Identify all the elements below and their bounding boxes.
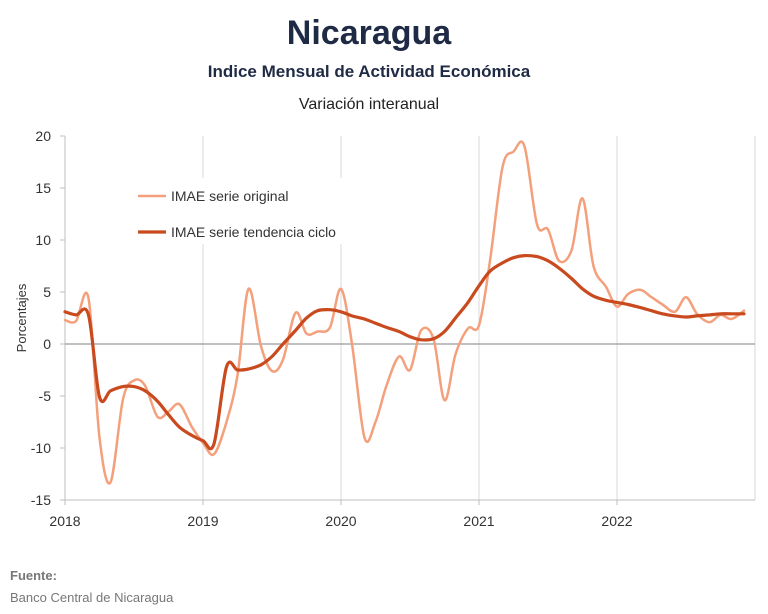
series-line-tendencia-ciclo (63, 253, 746, 451)
chart-subtitle: Indice Mensual de Actividad Económica (207, 62, 531, 81)
chart-title: Nicaragua (286, 14, 452, 52)
x-tick-label: 2022 (601, 513, 632, 529)
y-tick-label: -15 (31, 492, 51, 508)
y-tick-label: 0 (43, 336, 51, 352)
source-label: Fuente: (10, 568, 57, 583)
legend-label-1: IMAE serie tendencia ciclo (171, 224, 336, 240)
source-text: Banco Central de Nicaragua (10, 590, 174, 605)
y-tick-label: -5 (39, 388, 52, 404)
y-tick-label: 10 (35, 232, 51, 248)
y-tick-label: 15 (35, 180, 51, 196)
x-tick-label: 2019 (187, 513, 218, 529)
series-line-original (63, 140, 746, 485)
x-tick-label: 2018 (49, 513, 80, 529)
y-tick-label: 5 (43, 284, 51, 300)
x-tick-label: 2021 (463, 513, 494, 529)
y-tick-label: 20 (35, 128, 51, 144)
x-tick-label: 2020 (325, 513, 356, 529)
legend-label-0: IMAE serie original (171, 188, 289, 204)
line-chart: 20 15 10 5 0 -5 -10 -15 2018 2019 2020 2021 2022 Porc… (14, 128, 756, 529)
chart-subtitle-variation: Variación interanual (298, 96, 440, 113)
y-axis-label: Porcentajes (14, 283, 29, 352)
y-tick-label: -10 (31, 440, 51, 456)
legend-box (130, 178, 400, 244)
